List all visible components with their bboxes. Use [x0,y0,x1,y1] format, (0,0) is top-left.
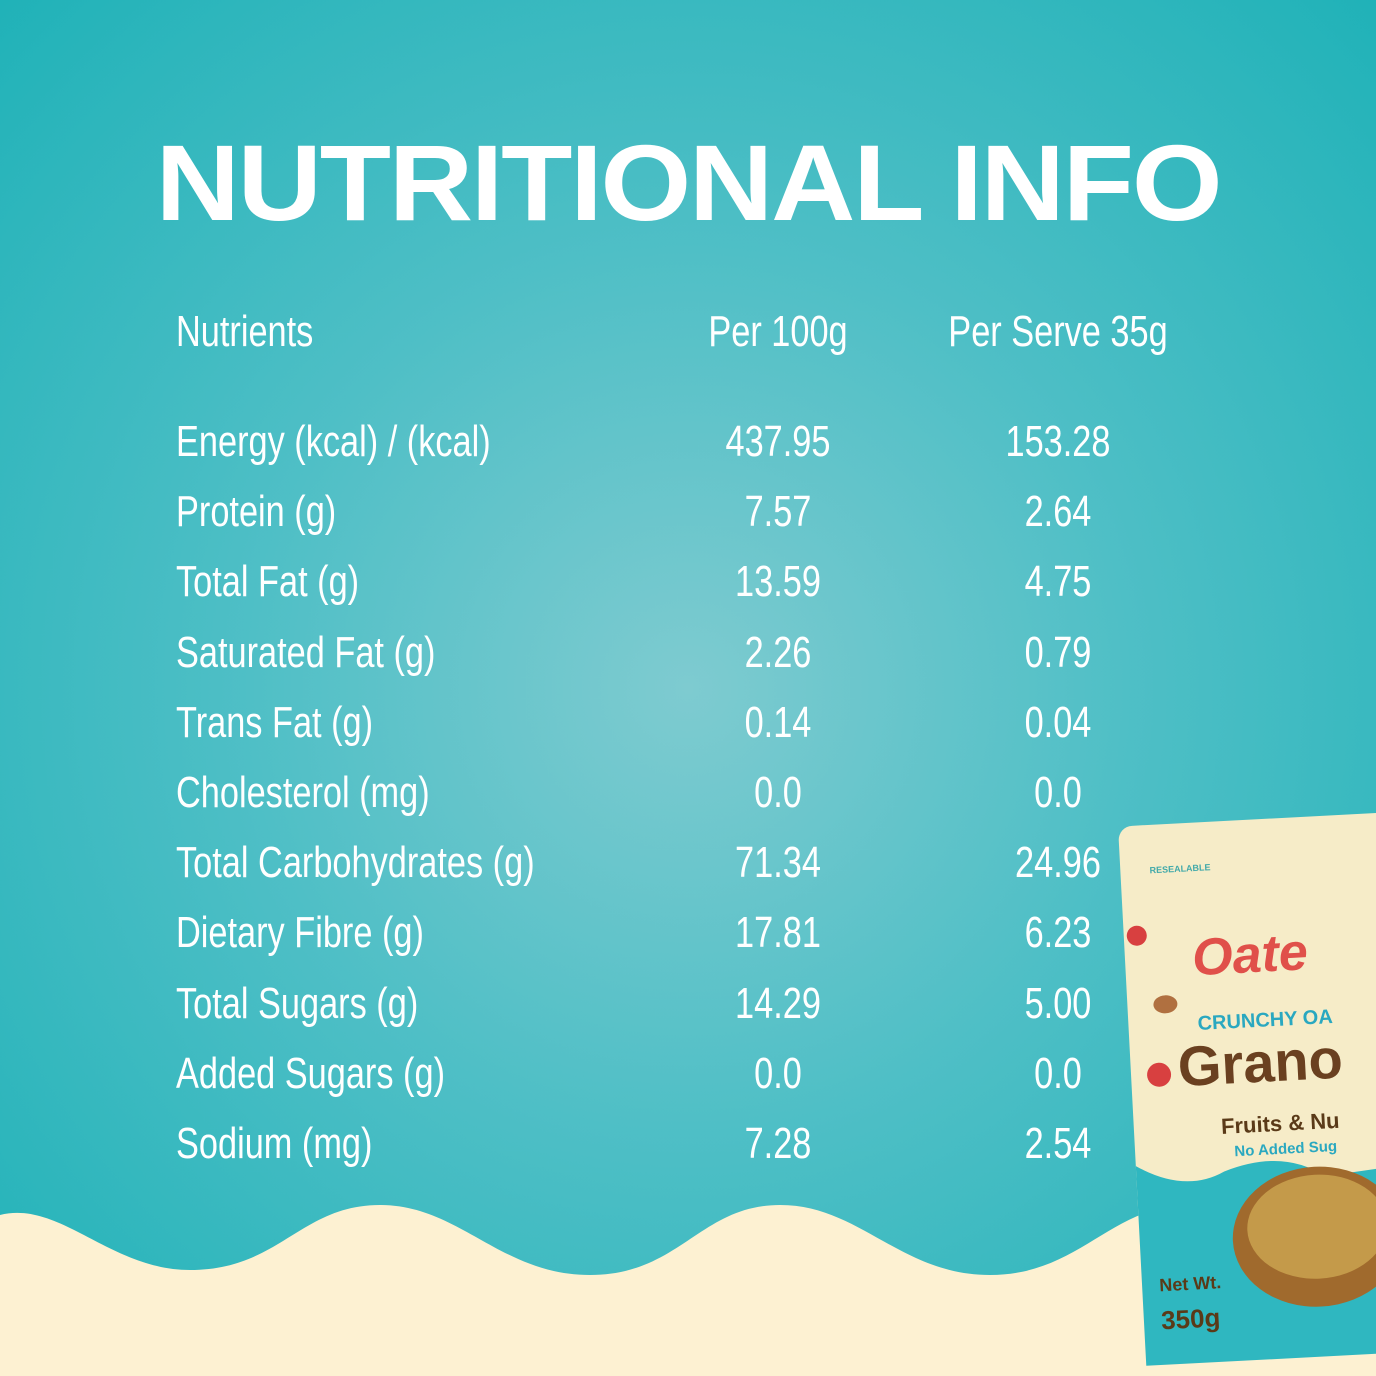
package-net-weight-label: Net Wt. [1158,1272,1222,1296]
value-cell: 5.00 [1024,978,1092,1028]
value-cell: 2.54 [1024,1119,1092,1168]
package-product: Grano [1176,1026,1345,1099]
value-cell: 14.29 [735,978,821,1028]
package-text: RESEALABLE Oate CRUNCHY OA Grano Fruits & Nu… [1127,844,1376,1366]
package-variant: Fruits & Nu [1220,1107,1341,1139]
value-cell: 17.81 [735,908,821,958]
value-cell: 0.0 [754,1048,802,1098]
package-net-weight: 350g [1160,1302,1222,1336]
nutrient-cell: Dietary Fibre (g) [176,908,424,958]
package-resealable: RESEALABLE [1149,862,1211,876]
title: NUTRITIONAL INFO [155,122,1223,243]
value-cell: 153.28 [1005,417,1111,466]
nutrient-cell: Total Fat (g) [176,557,360,607]
nutrient-cell: Sodium (mg) [176,1119,373,1168]
header-cell: Per Serve 35g [948,307,1168,356]
value-cell: 4.75 [1024,557,1092,607]
header-cell: Nutrients [176,307,314,356]
nutrient-cell: Added Sugars (g) [176,1048,446,1098]
value-cell: 7.28 [744,1119,812,1168]
nutrient-cell: Total Carbohydrates (g) [176,838,535,888]
nutrient-cell: Total Sugars (g) [176,978,419,1028]
value-cell: 13.59 [735,557,821,607]
nutrient-cell: Saturated Fat (g) [176,627,436,677]
value-cell: 7.57 [744,487,812,537]
wave [0,1205,1376,1376]
value-cell: 2.64 [1024,487,1092,537]
package [1118,811,1376,1366]
value-cell: 0.0 [1034,768,1082,817]
value-cell: 437.95 [725,417,831,466]
package-claim: No Added Sug [1233,1137,1338,1161]
nutrient-cell: Trans Fat (g) [176,697,374,747]
value-cell: 0.0 [754,768,802,817]
value-cell: 6.23 [1024,908,1092,958]
value-cell: 0.04 [1024,697,1092,747]
value-cell: 0.79 [1024,627,1092,677]
header-cell: Per 100g [708,307,848,356]
value-cell: 24.96 [1015,838,1101,888]
value-cell: 71.34 [735,838,821,888]
package-brand: Oate [1190,923,1310,988]
nutrient-cell: Energy (kcal) / (kcal) [176,417,491,466]
nutrient-cell: Protein (g) [176,487,337,537]
value-cell: 0.0 [1034,1048,1082,1098]
value-cell: 0.14 [744,697,812,747]
value-cell: 2.26 [744,627,812,677]
nutrient-cell: Cholesterol (mg) [176,768,430,817]
